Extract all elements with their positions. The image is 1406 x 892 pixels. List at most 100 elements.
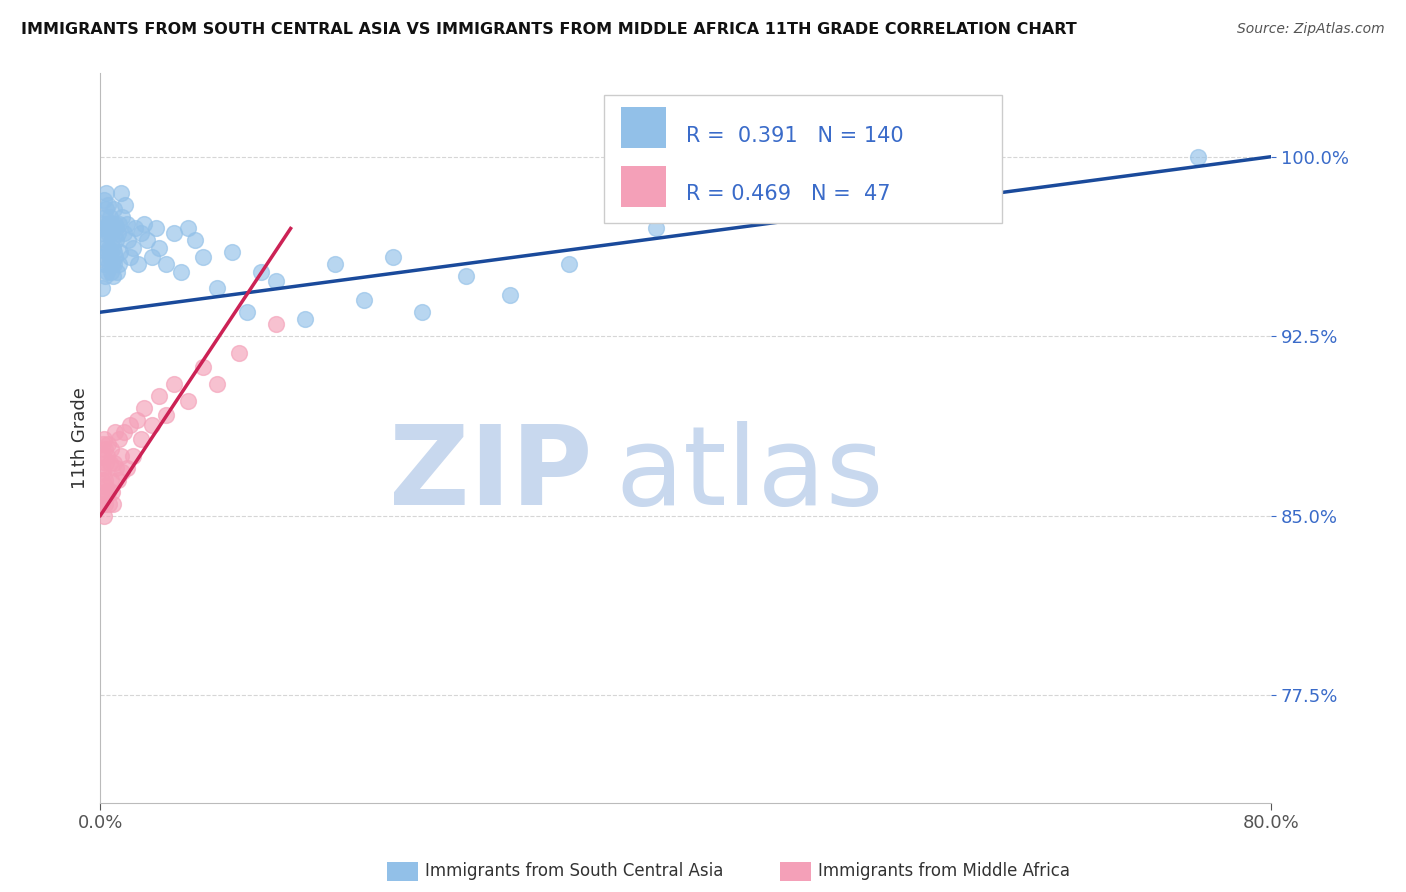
Point — [101, 217, 124, 231]
Point — [96, 449, 118, 463]
Point — [91, 466, 114, 480]
Point — [100, 257, 122, 271]
Point — [104, 217, 127, 231]
Text: ZIP: ZIP — [388, 421, 592, 528]
Point — [235, 305, 257, 319]
Point — [107, 473, 129, 487]
Point — [499, 288, 522, 302]
Point — [184, 234, 207, 248]
FancyBboxPatch shape — [621, 166, 666, 207]
Point — [191, 360, 214, 375]
Text: Source: ZipAtlas.com: Source: ZipAtlas.com — [1237, 22, 1385, 37]
Point — [207, 281, 229, 295]
Point — [148, 241, 170, 255]
Point — [100, 245, 122, 260]
Point — [97, 257, 120, 271]
Point — [121, 449, 143, 463]
Point — [170, 264, 193, 278]
Point — [115, 217, 138, 231]
Point — [100, 442, 122, 456]
Point — [98, 456, 121, 470]
Point — [103, 202, 125, 217]
Text: R =  0.391   N = 140: R = 0.391 N = 140 — [686, 126, 903, 145]
Point — [101, 234, 124, 248]
Point — [121, 241, 143, 255]
Point — [94, 456, 117, 470]
Point — [93, 442, 115, 456]
Point — [93, 241, 115, 255]
Point — [111, 210, 134, 224]
Point — [93, 484, 115, 499]
Point — [94, 269, 117, 284]
Point — [105, 221, 128, 235]
Point — [117, 234, 139, 248]
Point — [103, 456, 125, 470]
FancyBboxPatch shape — [621, 107, 666, 148]
Point — [107, 257, 129, 271]
Point — [111, 466, 134, 480]
Point — [96, 264, 118, 278]
Point — [141, 250, 163, 264]
Point — [93, 508, 115, 523]
Point — [96, 489, 118, 503]
Point — [131, 226, 153, 240]
Point — [221, 245, 243, 260]
Point — [177, 393, 200, 408]
Point — [118, 417, 141, 432]
Point — [127, 257, 149, 271]
Point — [104, 234, 127, 248]
Point — [94, 210, 117, 224]
Point — [91, 217, 114, 231]
Point — [104, 425, 127, 439]
Point — [91, 436, 114, 450]
Point — [100, 264, 122, 278]
Point — [100, 473, 122, 487]
Point — [93, 257, 115, 271]
Point — [134, 217, 156, 231]
Point — [110, 449, 132, 463]
Point — [645, 221, 668, 235]
Text: IMMIGRANTS FROM SOUTH CENTRAL ASIA VS IMMIGRANTS FROM MIDDLE AFRICA 11TH GRADE C: IMMIGRANTS FROM SOUTH CENTRAL ASIA VS IM… — [21, 22, 1077, 37]
Point — [162, 376, 184, 391]
Point — [134, 401, 156, 415]
FancyBboxPatch shape — [603, 95, 1002, 222]
Point — [105, 264, 128, 278]
Point — [108, 432, 131, 446]
Y-axis label: 11th Grade: 11th Grade — [72, 387, 89, 489]
Point — [264, 274, 287, 288]
Point — [125, 413, 148, 427]
Point — [145, 221, 167, 235]
Point — [101, 269, 124, 284]
Point — [97, 197, 120, 211]
Point — [105, 460, 128, 475]
Point — [96, 480, 118, 494]
Text: Immigrants from South Central Asia: Immigrants from South Central Asia — [425, 863, 723, 880]
Point — [264, 317, 287, 331]
Point — [91, 250, 114, 264]
Point — [97, 484, 120, 499]
Point — [101, 484, 124, 499]
Point — [96, 245, 118, 260]
Point — [131, 432, 153, 446]
Point — [94, 234, 117, 248]
Point — [112, 425, 135, 439]
Point — [103, 257, 125, 271]
Point — [98, 221, 121, 235]
Point — [98, 241, 121, 255]
Point — [382, 250, 405, 264]
Point — [110, 186, 132, 200]
Point — [155, 257, 177, 271]
Point — [91, 226, 114, 240]
Point — [114, 197, 136, 211]
Point — [118, 250, 141, 264]
Point — [97, 217, 120, 231]
Point — [456, 269, 478, 284]
Point — [100, 226, 122, 240]
Point — [103, 241, 125, 255]
Point — [96, 202, 118, 217]
Point — [94, 473, 117, 487]
Point — [97, 226, 120, 240]
Point — [90, 473, 112, 487]
Point — [93, 432, 115, 446]
Text: R = 0.469   N =  47: R = 0.469 N = 47 — [686, 185, 890, 204]
